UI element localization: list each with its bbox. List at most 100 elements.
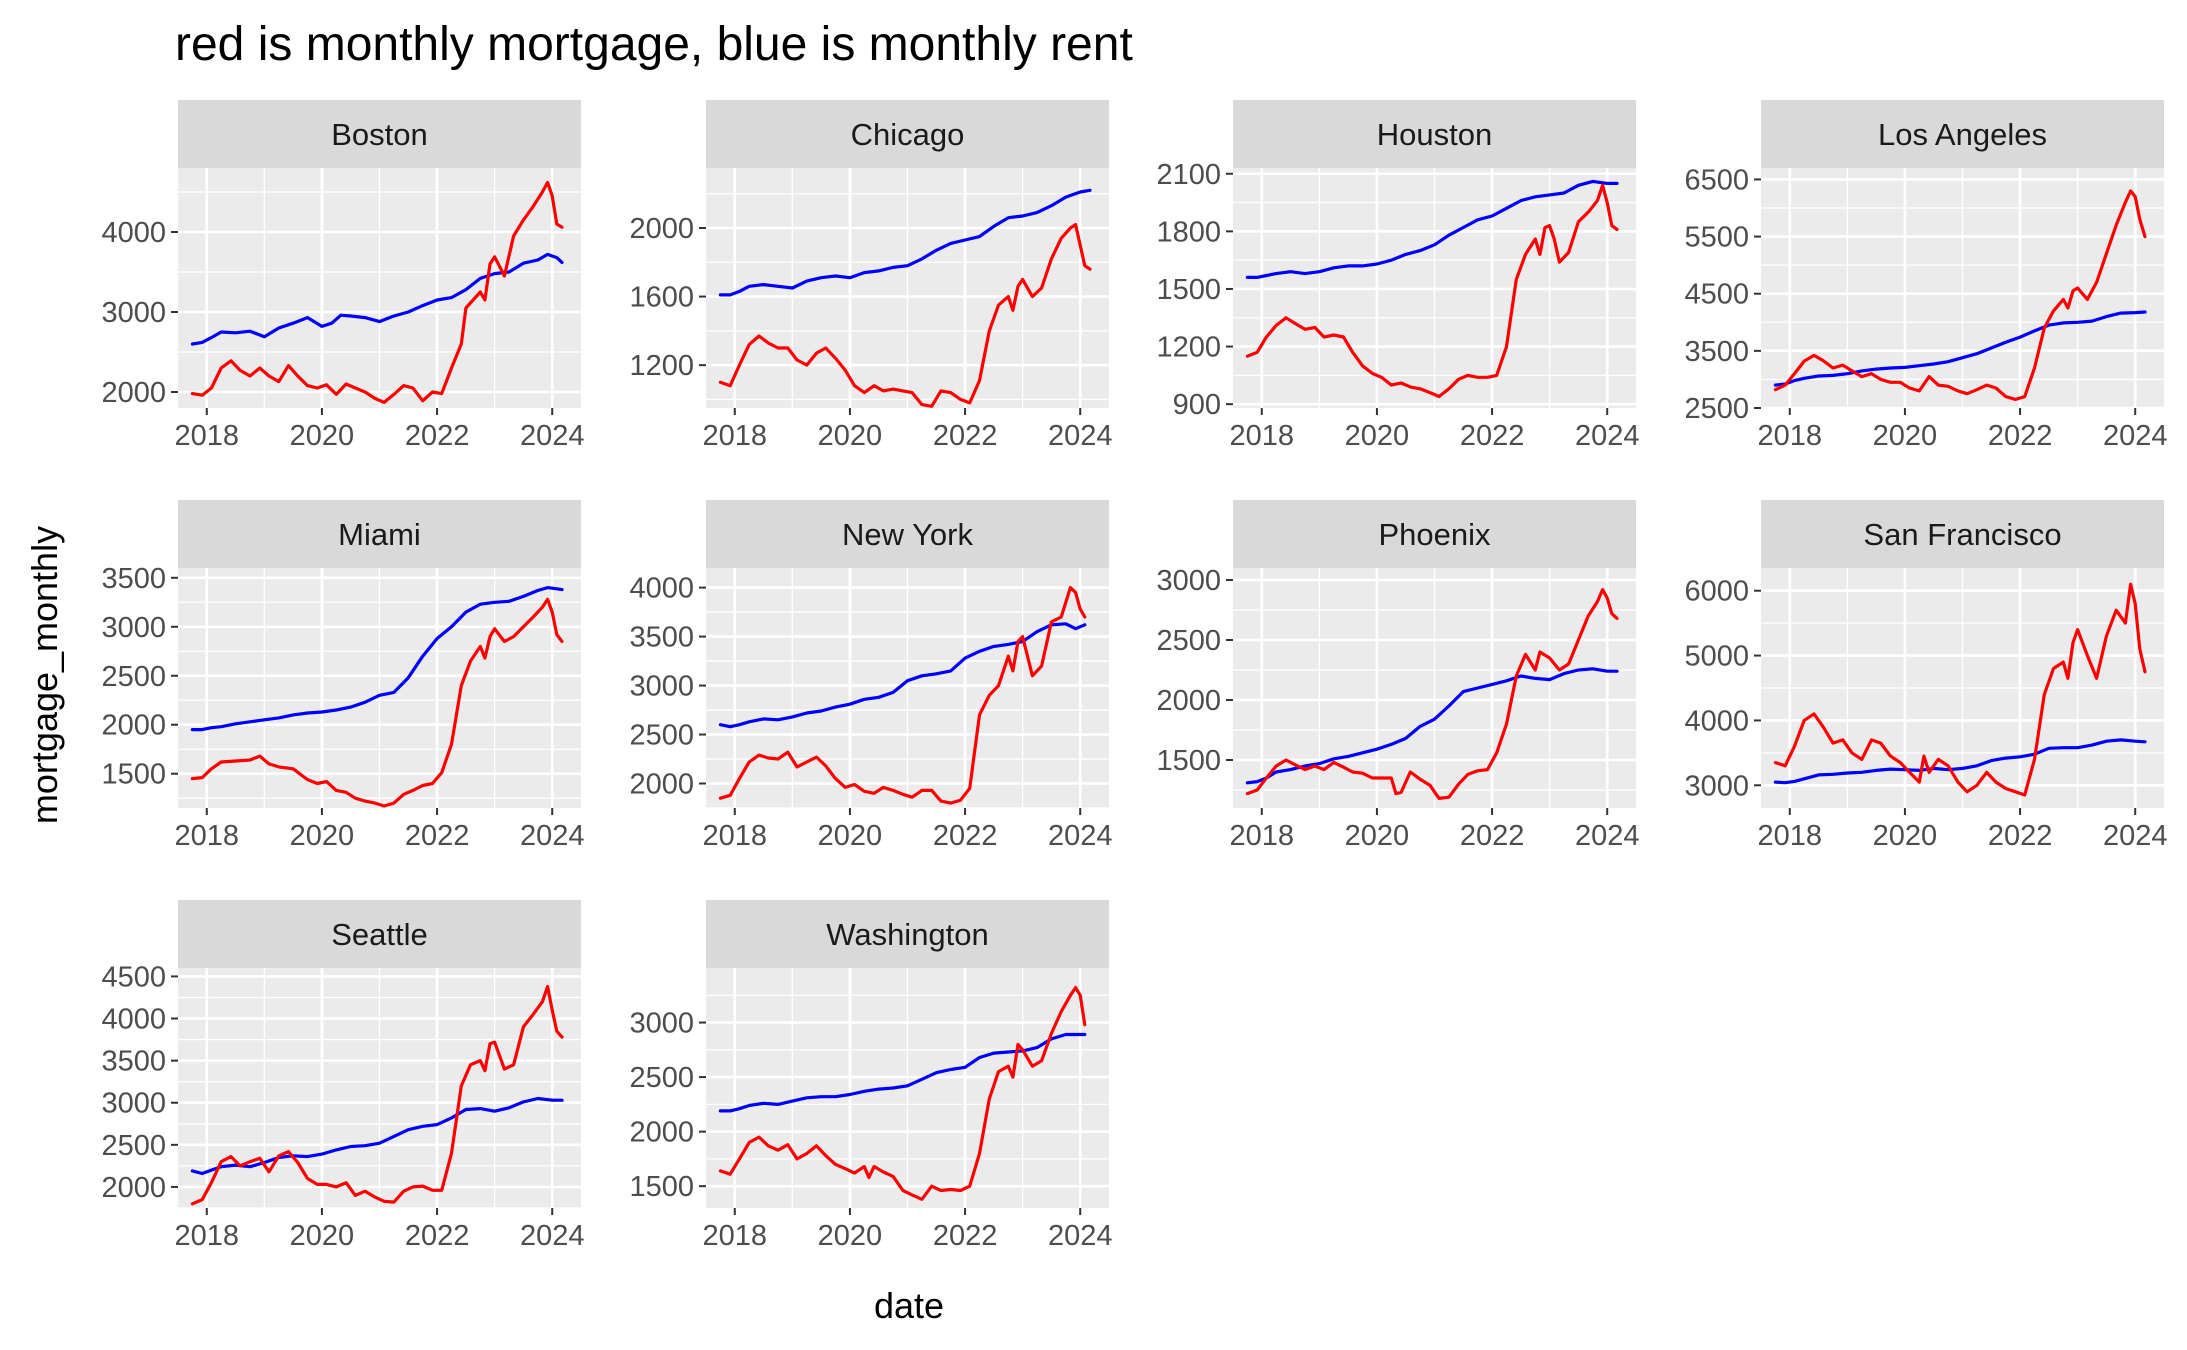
y-tick-label: 3000 bbox=[101, 297, 166, 329]
strip-label-houston: Houston bbox=[1377, 117, 1492, 152]
rent-line-houston bbox=[1245, 179, 1619, 279]
y-tick-label: 4000 bbox=[101, 217, 166, 249]
y-tick-label: 1500 bbox=[101, 759, 166, 791]
panel-new-york: New York 2000 2500 3000 3500 4000 2018 2020 2022… bbox=[629, 500, 1112, 852]
panel-los-angeles: Los Angeles 2500 3500 4500 5500 6500 2018 2020 2… bbox=[1684, 100, 2167, 452]
y-tick-label: 1200 bbox=[1156, 332, 1221, 364]
y-tick-label: 1800 bbox=[1156, 216, 1221, 248]
y-tick-label: 2000 bbox=[101, 710, 166, 742]
x-tick-label: 2020 bbox=[818, 420, 883, 452]
mortgage-line-houston bbox=[1245, 183, 1619, 399]
strip-label-los-angeles: Los Angeles bbox=[1878, 117, 2047, 152]
x-tick-label: 2020 bbox=[1345, 820, 1410, 852]
y-tick-label: 4500 bbox=[1684, 279, 1749, 311]
x-tick-label: 2018 bbox=[175, 1220, 240, 1252]
y-tick-label: 6500 bbox=[1684, 164, 1749, 196]
panel-san-francisco: San Francisco 3000 4000 5000 6000 2018 2020 202… bbox=[1684, 500, 2167, 852]
x-tick-label: 2020 bbox=[818, 820, 883, 852]
y-tick-label: 3000 bbox=[629, 1008, 694, 1040]
rent-line-washington bbox=[718, 1032, 1087, 1113]
panel-miami: Miami 1500 2000 2500 3000 3500 2018 2020 2022 202… bbox=[101, 500, 584, 852]
y-axis-title: mortgage_monthly bbox=[24, 526, 65, 824]
mortgage-line-los-angeles bbox=[1773, 189, 2147, 401]
panel-boston: Boston 2000 3000 4000 2018 2020 2022 2024 bbox=[101, 100, 584, 452]
x-tick-label: 2018 bbox=[703, 420, 768, 452]
y-tick-label: 3000 bbox=[1684, 770, 1749, 802]
y-tick-label: 1200 bbox=[629, 350, 694, 382]
mortgage-line-san-francisco bbox=[1773, 582, 2147, 797]
y-tick-label: 2000 bbox=[629, 213, 694, 245]
strip-seattle bbox=[178, 900, 581, 968]
y-tick-label: 3500 bbox=[101, 563, 166, 595]
y-tick-label: 2000 bbox=[101, 1172, 166, 1204]
strip-label-phoenix: Phoenix bbox=[1378, 517, 1491, 552]
x-tick-label: 2020 bbox=[290, 420, 355, 452]
x-tick-label: 2024 bbox=[2103, 420, 2168, 452]
y-tick-label: 2500 bbox=[629, 1062, 694, 1094]
y-tick-label: 3500 bbox=[629, 622, 694, 654]
y-tick-label: 3000 bbox=[629, 671, 694, 703]
x-tick-label: 2020 bbox=[290, 820, 355, 852]
y-tick-label: 2500 bbox=[101, 661, 166, 693]
y-tick-label: 1500 bbox=[629, 1171, 694, 1203]
rent-line-san-francisco bbox=[1773, 738, 2147, 785]
y-tick-label: 4000 bbox=[101, 1004, 166, 1036]
y-tick-label: 2000 bbox=[1156, 685, 1221, 717]
mortgage-line-washington bbox=[718, 985, 1087, 1201]
strip-miami bbox=[178, 500, 581, 568]
x-tick-label: 2022 bbox=[405, 420, 470, 452]
y-tick-label: 5500 bbox=[1684, 222, 1749, 254]
x-tick-label: 2022 bbox=[1988, 820, 2053, 852]
rent-line-los-angeles bbox=[1773, 310, 2147, 387]
x-tick-label: 2024 bbox=[1575, 420, 1640, 452]
x-tick-label: 2022 bbox=[405, 820, 470, 852]
panel-seattle: Seattle 2000 2500 3000 3500 4000 4500 2018 2020 2… bbox=[101, 900, 584, 1252]
rent-line-chicago bbox=[718, 188, 1092, 297]
mortgage-line-chicago bbox=[718, 223, 1092, 408]
y-tick-label: 2100 bbox=[1156, 159, 1221, 191]
strip-san-francisco bbox=[1761, 500, 2164, 568]
x-tick-label: 2024 bbox=[1048, 420, 1113, 452]
strip-boston bbox=[178, 100, 581, 168]
strip-los-angeles bbox=[1761, 100, 2164, 168]
x-tick-label: 2024 bbox=[520, 1220, 585, 1252]
x-tick-label: 2020 bbox=[818, 1220, 883, 1252]
mortgage-line-seattle bbox=[190, 984, 564, 1206]
y-tick-label: 2500 bbox=[629, 720, 694, 752]
y-tick-label: 1500 bbox=[1156, 745, 1221, 777]
mortgage-line-new-york bbox=[718, 585, 1087, 805]
y-tick-label: 6000 bbox=[1684, 576, 1749, 608]
strip-washington bbox=[706, 900, 1109, 968]
strip-phoenix bbox=[1233, 500, 1636, 568]
y-tick-label: 2000 bbox=[629, 769, 694, 801]
y-tick-label: 3500 bbox=[101, 1046, 166, 1078]
strip-new-york bbox=[706, 500, 1109, 568]
x-tick-label: 2018 bbox=[1230, 820, 1295, 852]
x-tick-label: 2022 bbox=[1460, 820, 1525, 852]
x-tick-label: 2020 bbox=[1345, 420, 1410, 452]
y-tick-label: 4000 bbox=[629, 573, 694, 605]
strip-label-miami: Miami bbox=[338, 517, 421, 552]
x-tick-label: 2018 bbox=[703, 1220, 768, 1252]
x-tick-label: 2020 bbox=[290, 1220, 355, 1252]
x-tick-label: 2024 bbox=[1048, 820, 1113, 852]
y-tick-label: 2000 bbox=[629, 1117, 694, 1149]
mortgage-line-phoenix bbox=[1245, 587, 1619, 801]
rent-line-miami bbox=[190, 585, 564, 732]
x-tick-label: 2022 bbox=[1988, 420, 2053, 452]
rent-line-boston bbox=[190, 252, 564, 346]
x-tick-label: 2018 bbox=[703, 820, 768, 852]
panel-phoenix: Phoenix 1500 2000 2500 3000 2018 2020 2022 2024 bbox=[1156, 500, 1639, 852]
x-tick-label: 2024 bbox=[2103, 820, 2168, 852]
x-tick-label: 2018 bbox=[1758, 420, 1823, 452]
strip-houston bbox=[1233, 100, 1636, 168]
y-tick-label: 3000 bbox=[101, 612, 166, 644]
x-tick-label: 2022 bbox=[933, 1220, 998, 1252]
x-tick-label: 2024 bbox=[520, 820, 585, 852]
rent-line-new-york bbox=[718, 622, 1087, 729]
y-tick-label: 4000 bbox=[1684, 705, 1749, 737]
x-tick-label: 2022 bbox=[933, 820, 998, 852]
y-tick-label: 1600 bbox=[629, 282, 694, 314]
y-tick-label: 3000 bbox=[101, 1088, 166, 1120]
